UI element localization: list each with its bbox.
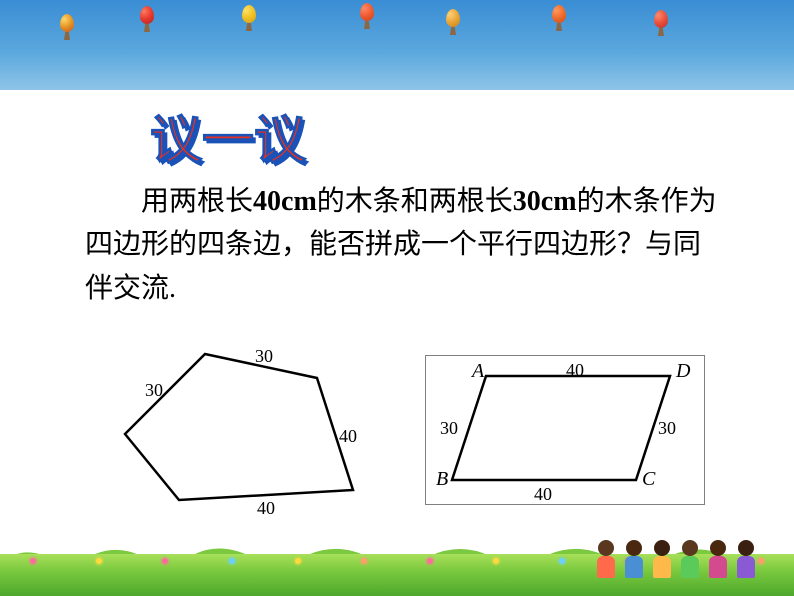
edge-label: 40 xyxy=(534,484,552,505)
body-number: 40cm xyxy=(253,186,317,217)
content-area: 议一议 议一议 用两根长40cm的木条和两根长30cm的木条作为四边形的四条边，… xyxy=(0,90,794,530)
body-part: 用两根长 xyxy=(141,186,253,217)
edge-label: 30 xyxy=(145,380,163,401)
balloon-icon xyxy=(654,10,668,28)
balloon-icon xyxy=(140,6,154,24)
edge-label: 30 xyxy=(658,418,676,439)
balloon-icon xyxy=(446,9,460,27)
balloon-icon xyxy=(552,5,566,23)
balloon-icon xyxy=(60,14,74,32)
edge-label: 40 xyxy=(566,360,584,381)
edge-label: 40 xyxy=(257,498,275,519)
vertex-label: D xyxy=(676,360,690,383)
parallelogram-diagram: A D B C 40 30 40 30 xyxy=(425,355,705,505)
quadrilateral-diagram: 30 30 40 40 xyxy=(115,340,385,510)
vertex-label: B xyxy=(436,468,448,491)
edge-label: 30 xyxy=(255,346,273,367)
edge-label: 30 xyxy=(440,418,458,439)
vertex-label: C xyxy=(642,468,655,491)
kids-decoration xyxy=(594,518,774,578)
balloon-icon xyxy=(360,3,374,21)
edge-label: 40 xyxy=(339,426,357,447)
body-part: 的木条和两根长 xyxy=(317,186,513,217)
balloon-icon xyxy=(242,5,256,23)
diagrams-container: 30 30 40 40 A D B C 40 30 40 30 xyxy=(85,340,725,520)
body-paragraph: 用两根长40cm的木条和两根长30cm的木条作为四边形的四条边，能否拼成一个平行… xyxy=(85,180,725,310)
body-number: 30cm xyxy=(513,186,577,217)
title-text: 议一议 xyxy=(150,98,306,173)
vertex-label: A xyxy=(472,360,484,383)
